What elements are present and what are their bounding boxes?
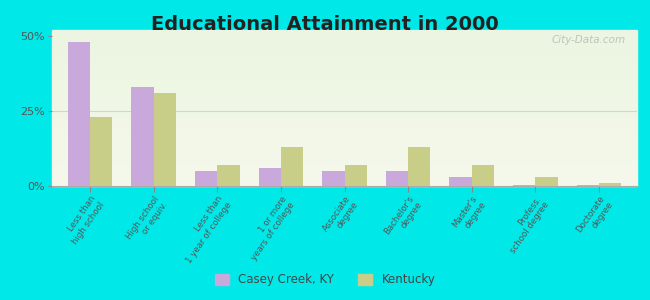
Bar <box>52 74 637 77</box>
Bar <box>386 171 408 186</box>
Bar <box>52 142 637 146</box>
Bar <box>52 167 637 170</box>
Bar <box>259 168 281 186</box>
Bar <box>52 114 637 117</box>
Bar <box>52 89 637 92</box>
Bar <box>195 171 217 186</box>
Bar <box>52 36 637 39</box>
Bar <box>52 177 637 180</box>
Bar <box>52 46 637 49</box>
Bar <box>52 130 637 133</box>
Bar <box>52 164 637 167</box>
Bar <box>52 161 637 164</box>
Bar <box>52 127 637 130</box>
Bar <box>52 70 637 74</box>
Bar <box>52 173 637 177</box>
Bar <box>52 83 637 86</box>
Text: Educational Attainment in 2000: Educational Attainment in 2000 <box>151 15 499 34</box>
Bar <box>52 158 637 161</box>
Bar <box>52 146 637 148</box>
Bar <box>577 184 599 186</box>
Bar <box>68 42 90 186</box>
Bar <box>154 93 176 186</box>
Bar <box>449 177 472 186</box>
Bar <box>408 147 430 186</box>
Bar <box>52 55 637 58</box>
Bar <box>52 170 637 173</box>
Bar <box>52 105 637 108</box>
Bar <box>217 165 240 186</box>
Bar <box>52 33 637 36</box>
Bar <box>52 180 637 183</box>
Bar <box>52 64 637 68</box>
Bar <box>472 165 494 186</box>
Legend: Casey Creek, KY, Kentucky: Casey Creek, KY, Kentucky <box>210 269 440 291</box>
Bar <box>52 183 637 186</box>
Bar <box>52 52 637 55</box>
Bar <box>52 68 637 70</box>
Bar <box>52 117 637 121</box>
Bar <box>52 133 637 136</box>
Bar <box>52 152 637 155</box>
Bar <box>52 148 637 152</box>
Bar <box>52 58 637 61</box>
Bar <box>52 92 637 95</box>
Bar <box>52 61 637 64</box>
Bar <box>52 99 637 102</box>
Bar <box>344 165 367 186</box>
Bar <box>131 87 154 186</box>
Bar <box>52 77 637 80</box>
Bar <box>52 155 637 158</box>
Bar <box>599 183 621 186</box>
Bar <box>322 171 344 186</box>
Text: City-Data.com: City-Data.com <box>551 35 625 45</box>
Bar <box>52 124 637 127</box>
Bar <box>52 43 637 46</box>
Bar <box>52 30 637 33</box>
Bar <box>52 139 637 142</box>
Bar <box>52 39 637 43</box>
Bar <box>513 184 535 186</box>
Bar <box>52 49 637 52</box>
Bar <box>52 95 637 99</box>
Bar <box>535 177 558 186</box>
Bar <box>90 117 112 186</box>
Bar <box>52 121 637 124</box>
Bar <box>52 102 637 105</box>
Bar <box>52 111 637 114</box>
Bar <box>52 136 637 139</box>
Bar <box>52 108 637 111</box>
Bar <box>52 86 637 89</box>
Bar <box>281 147 303 186</box>
Bar <box>52 80 637 83</box>
